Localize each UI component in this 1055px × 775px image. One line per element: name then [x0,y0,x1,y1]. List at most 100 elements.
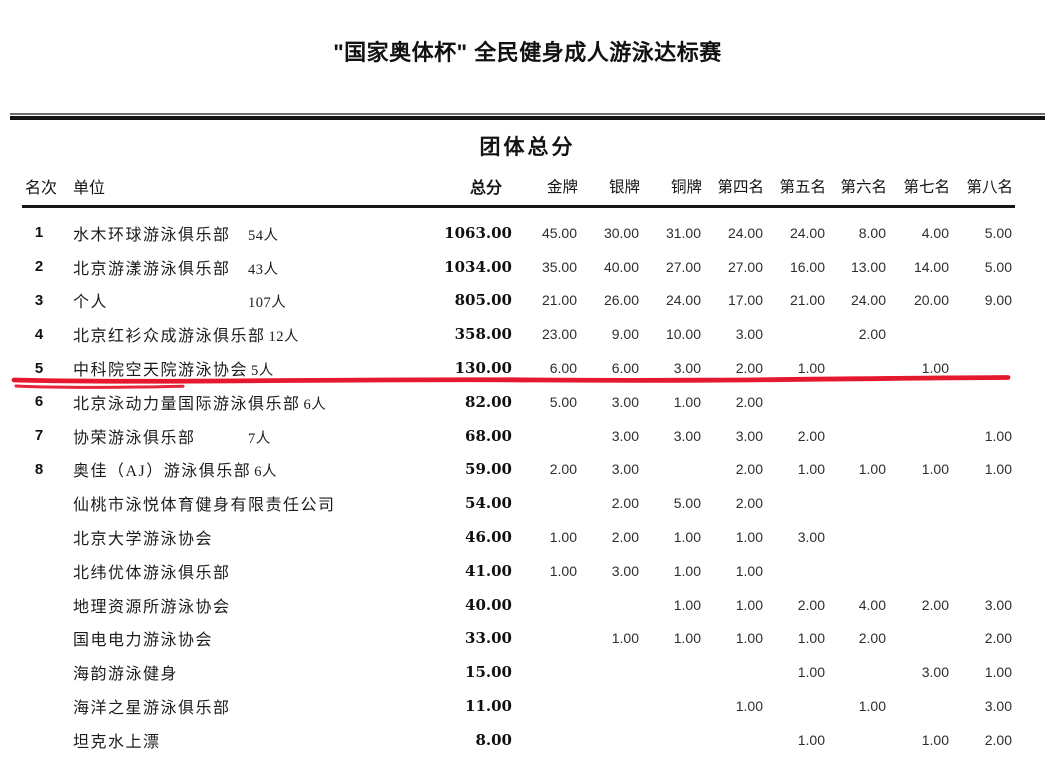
medal-cell-5th: 1.00 [797,731,825,748]
column-header-4th: 第四名 [717,179,764,197]
medal-cell-4th: 24.00 [727,224,763,241]
medal-cell-4th: 2.00 [735,360,763,377]
medal-cell-4th: 1.00 [735,596,763,613]
medal-cell-5th: 2.00 [797,596,825,613]
table-row: 6 北京泳动力量国际游泳俱乐部 6人 82.00 5.00 3.00 1.00 2… [22,385,1015,419]
medal-cell-bronze: 1.00 [673,529,701,546]
medal-cell-gold [514,588,580,622]
unit-name: 协荣游泳俱乐部 [73,429,196,447]
rank-cell: 4 [34,325,44,343]
medal-cell-8th: 9.00 [984,292,1012,309]
column-header-8th: 第八名 [966,179,1013,197]
medal-cell-6th [828,486,889,520]
total-score-cell: 8.00 [475,730,512,749]
member-count: 54人 [248,227,279,244]
table-row: 8 奥佳（AJ）游泳俱乐部 6人 59.00 2.00 3.00 2.00 1.0… [22,453,1015,487]
unit-name: 海韵游泳健身 [73,666,179,684]
unit-name: 奥佳（AJ）游泳俱乐部 [73,463,252,481]
medal-cell-7th [889,419,952,453]
medal-cell-4th [704,655,766,689]
medal-cell-4th: 2.00 [735,393,763,410]
unit-name: 北京游漾游泳俱乐部 [73,260,231,278]
column-header-6th: 第六名 [840,179,887,197]
medal-cell-7th [889,554,952,588]
unit-name: 北纬优体游泳俱乐部 [73,564,231,582]
medal-cell-7th [889,486,952,520]
medal-cell-gold: 35.00 [541,258,577,275]
medal-cell-silver [580,723,642,757]
page-title: "国家奥体杯" 全民健身成人游泳达标赛 [333,40,722,65]
medal-cell-8th: 5.00 [984,258,1012,275]
column-header-silver: 银牌 [608,179,640,197]
total-score-cell: 82.00 [465,392,512,411]
medal-cell-7th: 4.00 [921,224,949,241]
total-score-cell: 68.00 [465,426,512,445]
column-header-5th: 第五名 [779,179,826,197]
rank-cell [22,689,68,723]
medal-cell-5th [766,317,828,351]
table-row: 北京大学游泳协会 46.00 1.00 2.00 1.00 1.00 3.00 [22,520,1015,554]
medal-cell-silver [580,655,642,689]
medal-cell-5th: 21.00 [789,292,825,309]
table-row: 1 水木环球游泳俱乐部 54人 1063.00 45.00 30.00 31.00… [22,216,1015,250]
medal-cell-5th: 1.00 [797,664,825,681]
medal-cell-gold [514,622,580,656]
medal-cell-gold: 1.00 [549,529,577,546]
unit-cell: 水木环球游泳俱乐部 54人 [68,216,440,250]
rank-cell [22,622,68,656]
unit-name: 北京大学游泳协会 [73,531,214,549]
table-row: 地理资源所游泳协会 40.00 1.00 1.00 2.00 4.00 2.00… [22,588,1015,622]
column-header-unit: 单位 [73,180,106,198]
medal-cell-8th [952,554,1015,588]
unit-cell: 个人 107人 [68,284,440,318]
table-row: 北纬优体游泳俱乐部 41.00 1.00 3.00 1.00 1.00 [22,554,1015,588]
medal-cell-5th [766,689,828,723]
medal-cell-4th: 3.00 [735,326,763,343]
header-spacer [22,206,1015,216]
member-count: 6人 [254,464,278,481]
medal-cell-gold: 2.00 [549,461,577,478]
column-header-total: 总分 [469,180,502,198]
medal-cell-4th [704,723,766,757]
medal-cell-4th: 17.00 [727,292,763,309]
member-count: 107人 [248,295,287,312]
medal-cell-8th: 1.00 [984,427,1012,444]
medal-cell-silver: 2.00 [611,529,639,546]
results-table: 名次 单位 总分 金牌 银牌 铜牌 第四名 第五名 第六名 第七名 第八名 1 … [22,168,1015,757]
medal-cell-6th [828,419,889,453]
medal-cell-6th: 1.00 [858,461,886,478]
unit-name: 水木环球游泳俱乐部 [73,226,231,244]
medal-cell-gold [514,419,580,453]
total-score-cell: 805.00 [454,291,512,310]
total-score-cell: 33.00 [465,629,512,648]
medal-cell-gold: 23.00 [541,326,577,343]
column-header-rank: 名次 [25,180,58,198]
rank-cell: 3 [34,291,44,309]
unit-cell: 北京泳动力量国际游泳俱乐部 6人 [68,385,440,419]
medal-cell-7th: 20.00 [913,292,949,309]
medal-cell-5th: 1.00 [797,630,825,647]
table-row: 仙桃市泳悦体育健身有限责任公司 54.00 2.00 5.00 2.00 [22,486,1015,520]
top-double-rule [10,113,1045,120]
table-row: 5 中科院空天院游泳协会 5人 130.00 6.00 6.00 3.00 2.0… [22,351,1015,385]
medal-cell-6th [828,554,889,588]
medal-cell-7th: 1.00 [921,461,949,478]
table-row: 2 北京游漾游泳俱乐部 43人 1034.00 35.00 40.00 27.00… [22,250,1015,284]
rank-cell: 2 [34,258,44,276]
medal-cell-7th [889,689,952,723]
column-header-bronze: 铜牌 [670,179,702,197]
unit-cell: 坦克水上漂 [68,723,440,757]
medal-cell-8th: 1.00 [984,461,1012,478]
medal-cell-bronze: 3.00 [673,360,701,377]
medal-cell-bronze [642,723,704,757]
unit-cell: 海洋之星游泳俱乐部 [68,689,440,723]
unit-cell: 地理资源所游泳协会 [68,588,440,622]
total-score-cell: 1034.00 [444,257,512,276]
medal-cell-7th [889,622,952,656]
medal-cell-6th: 4.00 [858,596,886,613]
unit-cell: 北纬优体游泳俱乐部 [68,554,440,588]
medal-cell-gold [514,723,580,757]
medal-cell-bronze: 3.00 [673,427,701,444]
medal-cell-gold: 1.00 [549,562,577,579]
